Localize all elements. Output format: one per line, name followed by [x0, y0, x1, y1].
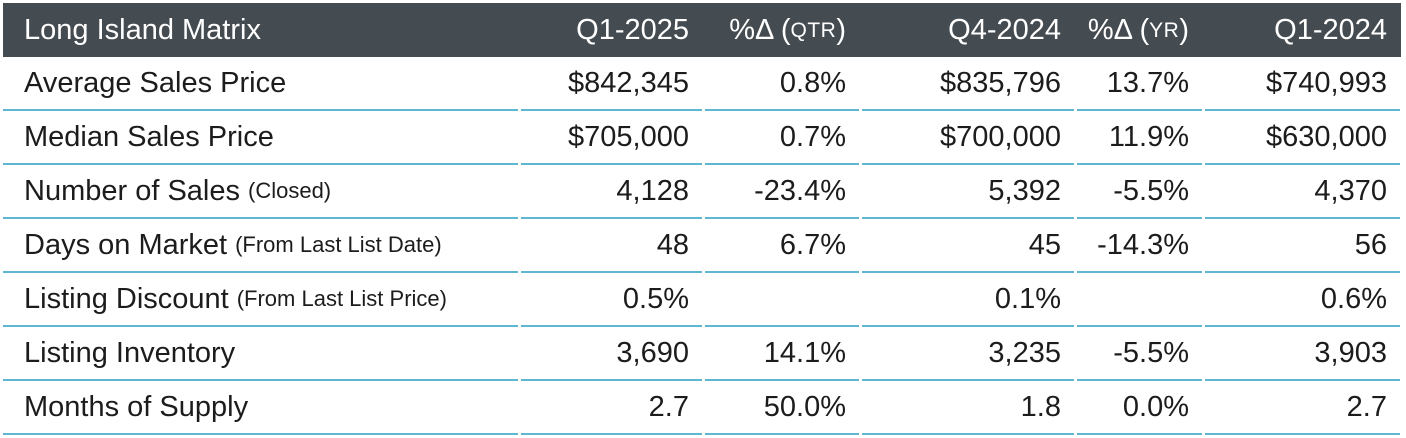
header-row: Long Island Matrix Q1-2025 %Δ (QTR) Q4-2…	[3, 3, 1401, 57]
cell-value: -5.5%	[1077, 327, 1202, 381]
row-label-text: Listing Discount	[24, 282, 229, 315]
cell-value: 6.7%	[705, 219, 859, 273]
cell-value: $842,345	[521, 57, 702, 111]
cell-value	[705, 273, 859, 327]
cell-value: 48	[521, 219, 702, 273]
header-col-label: %Δ (	[729, 13, 791, 46]
header-col-q4-2024: Q4-2024	[862, 3, 1074, 57]
table-row: Listing Inventory 3,690 14.1% 3,235 -5.5…	[3, 327, 1401, 381]
row-label-note: (Closed)	[248, 178, 332, 203]
cell-value: 0.0%	[1077, 381, 1202, 435]
header-col-label: Q1-2024	[1274, 13, 1387, 46]
cell-value: 0.6%	[1205, 273, 1400, 327]
header-col-smallcaps: QTR	[790, 18, 837, 42]
row-label: Listing Inventory	[3, 327, 518, 381]
row-label-text: Listing Inventory	[24, 336, 236, 369]
cell-value: 13.7%	[1077, 57, 1202, 111]
cell-value: 14.1%	[705, 327, 859, 381]
row-label: Months of Supply	[3, 381, 518, 435]
cell-value	[1077, 273, 1202, 327]
row-label-text: Number of Sales	[24, 174, 240, 207]
row-label: Days on Market (From Last List Date)	[3, 219, 518, 273]
cell-value: 45	[862, 219, 1074, 273]
cell-value: 0.5%	[521, 273, 702, 327]
row-label-text: Days on Market	[24, 228, 228, 261]
header-col-suffix: )	[836, 13, 846, 46]
table-row: Average Sales Price $842,345 0.8% $835,7…	[3, 57, 1401, 111]
header-col-pct-change-yr: %Δ (YR)	[1077, 3, 1202, 57]
cell-value: 0.8%	[705, 57, 859, 111]
header-col-q1-2024: Q1-2024	[1205, 3, 1400, 57]
cell-value: 1.8	[862, 381, 1074, 435]
table-row: Median Sales Price $705,000 0.7% $700,00…	[3, 111, 1401, 165]
cell-value: -5.5%	[1077, 165, 1202, 219]
cell-value: 50.0%	[705, 381, 859, 435]
header-col-label: Q4-2024	[948, 13, 1061, 46]
cell-value: 0.7%	[705, 111, 859, 165]
cell-value: -14.3%	[1077, 219, 1202, 273]
header-col-label: %Δ (	[1087, 13, 1150, 46]
table-row: Number of Sales (Closed) 4,128 -23.4% 5,3…	[3, 165, 1401, 219]
table-title: Long Island Matrix	[24, 13, 261, 46]
row-label: Number of Sales (Closed)	[3, 165, 518, 219]
table-row: Months of Supply 2.7 50.0% 1.8 0.0% 2.7	[3, 381, 1401, 435]
cell-value: 3,903	[1205, 327, 1400, 381]
cell-value: $630,000	[1205, 111, 1400, 165]
header-col-pct-change-qtr: %Δ (QTR)	[705, 3, 859, 57]
cell-value: 4,128	[521, 165, 702, 219]
row-label-note: (From Last List Price)	[236, 286, 447, 311]
header-col-q1-2025: Q1-2025	[521, 3, 702, 57]
cell-value: $700,000	[862, 111, 1074, 165]
cell-value: $740,993	[1205, 57, 1400, 111]
row-label-text: Average Sales Price	[24, 66, 287, 99]
cell-value: 5,392	[862, 165, 1074, 219]
cell-value: 2.7	[521, 381, 702, 435]
header-col-label: Q1-2025	[576, 13, 689, 46]
matrix-table: Long Island Matrix Q1-2025 %Δ (QTR) Q4-2…	[3, 3, 1401, 435]
cell-value: 0.1%	[862, 273, 1074, 327]
row-label-text: Median Sales Price	[24, 120, 274, 153]
row-label-note: (From Last List Date)	[235, 232, 442, 257]
cell-value: 3,235	[862, 327, 1074, 381]
header-col-smallcaps: YR	[1149, 18, 1180, 42]
cell-value: 2.7	[1205, 381, 1400, 435]
cell-value: $705,000	[521, 111, 702, 165]
row-label: Median Sales Price	[3, 111, 518, 165]
row-label: Average Sales Price	[3, 57, 518, 111]
row-label: Listing Discount (From Last List Price)	[3, 273, 518, 327]
cell-value: 3,690	[521, 327, 702, 381]
table-row: Days on Market (From Last List Date) 48 6…	[3, 219, 1401, 273]
cell-value: $835,796	[862, 57, 1074, 111]
cell-value: 11.9%	[1077, 111, 1202, 165]
cell-value: -23.4%	[705, 165, 859, 219]
header-col-suffix: )	[1179, 13, 1189, 46]
cell-value: 56	[1205, 219, 1400, 273]
row-label-text: Months of Supply	[24, 390, 249, 423]
table-row: Listing Discount (From Last List Price) 0…	[3, 273, 1401, 327]
cell-value: 4,370	[1205, 165, 1400, 219]
